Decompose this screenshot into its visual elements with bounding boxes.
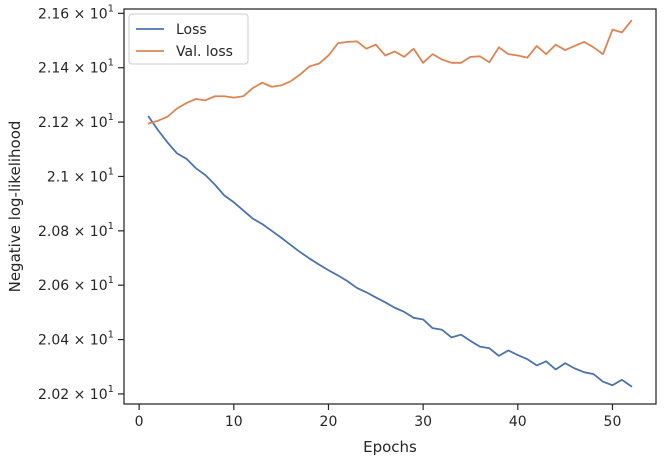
y-tick-mantissa: 2.12	[38, 115, 69, 131]
y-tick-exponent: 1	[108, 58, 114, 69]
y-tick-exponent: 1	[108, 166, 114, 177]
y-tick-mantissa: 2.14	[38, 61, 69, 77]
y-tick-base: 10	[90, 6, 108, 22]
y-tick-exponent: 1	[108, 112, 114, 123]
y-tick-mantissa: 2.06	[38, 278, 69, 294]
y-tick-times: ×	[69, 333, 90, 349]
y-tick-base: 10	[90, 169, 108, 185]
y-tick-times: ×	[69, 169, 90, 185]
y-tick-label: 2.04 × 101	[38, 330, 114, 349]
plot-frame	[123, 8, 657, 405]
y-tick-exponent: 1	[108, 221, 114, 232]
y-tick-label: 2.02 × 101	[38, 384, 114, 403]
x-tick-label: 10	[225, 414, 243, 430]
y-tick-exponent: 1	[108, 275, 114, 286]
legend-label: Loss	[176, 22, 207, 38]
y-tick-mantissa: 2.04	[38, 333, 69, 349]
series-group	[147, 19, 633, 388]
y-tick-times: ×	[69, 6, 90, 22]
y-tick-exponent: 1	[108, 330, 114, 341]
y-tick-base: 10	[90, 333, 108, 349]
y-tick-times: ×	[69, 224, 90, 240]
y-tick-mantissa: 2.08	[38, 224, 69, 240]
y-tick-label: 2.06 × 101	[38, 275, 114, 294]
y-tick-base: 10	[90, 387, 108, 403]
series-line-loss	[147, 115, 633, 388]
x-tick-label: 20	[320, 414, 338, 430]
y-tick-exponent: 1	[108, 384, 114, 395]
x-tick-label: 40	[509, 414, 527, 430]
series-line-val-loss	[147, 19, 633, 125]
x-tick-label: 30	[414, 414, 432, 430]
y-tick-exponent: 1	[108, 3, 114, 14]
y-tick-times: ×	[69, 61, 90, 77]
x-tick-label: 0	[135, 414, 144, 430]
y-tick-base: 10	[90, 278, 108, 294]
y-tick-label: 2.08 × 101	[38, 221, 114, 240]
y-tick-mantissa: 2.1	[47, 169, 69, 185]
y-tick-times: ×	[69, 387, 90, 403]
y-tick-label: 2.12 × 101	[38, 112, 114, 131]
y-tick-label: 2.14 × 101	[38, 58, 114, 77]
y-tick-mantissa: 2.02	[38, 387, 69, 403]
y-tick-label: 2.1 × 101	[47, 166, 114, 185]
y-tick-label: 2.16 × 101	[38, 3, 114, 22]
y-tick-mantissa: 2.16	[38, 6, 69, 22]
y-axis-label: Negative log-likelihood	[6, 121, 24, 293]
y-tick-times: ×	[69, 278, 90, 294]
x-tick-label: 50	[604, 414, 622, 430]
y-tick-base: 10	[90, 224, 108, 240]
x-axis-label: Epochs	[363, 438, 417, 456]
legend: Loss Val. loss	[128, 13, 249, 65]
y-tick-base: 10	[90, 115, 108, 131]
y-tick-times: ×	[69, 115, 90, 131]
y-tick-base: 10	[90, 61, 108, 77]
x-axis: 0 10 20 30 40 50	[135, 404, 622, 430]
legend-label: Val. loss	[176, 44, 233, 60]
